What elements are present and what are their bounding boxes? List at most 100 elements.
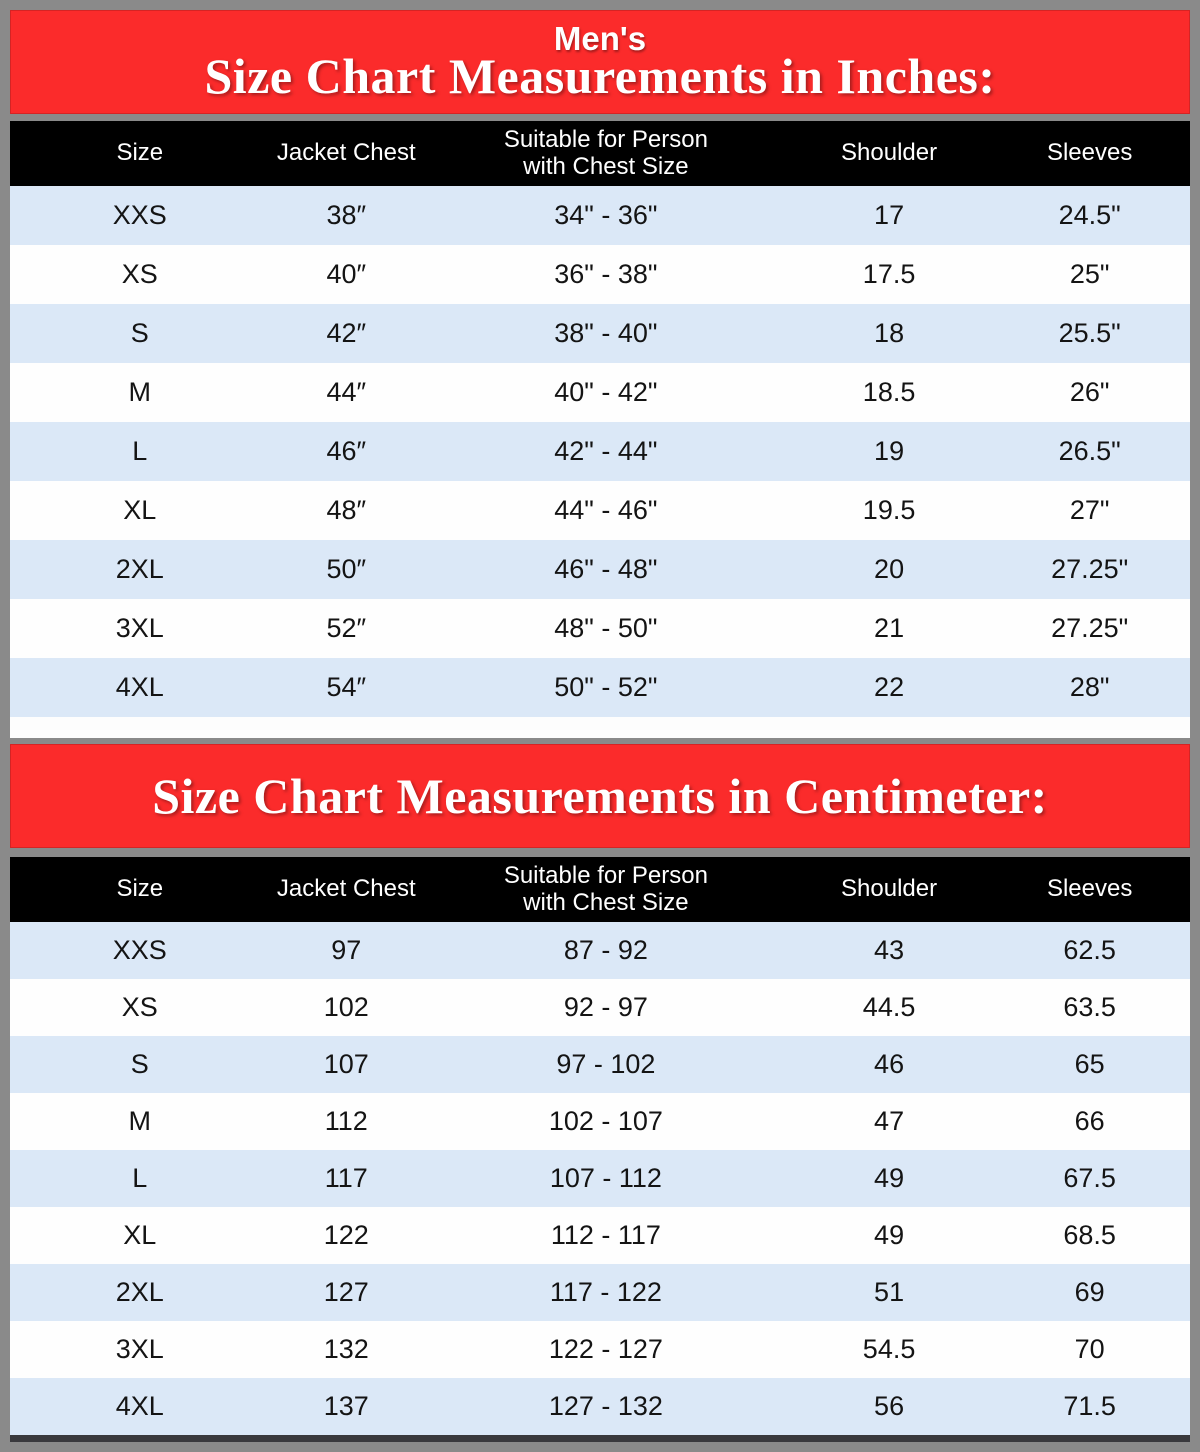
table-row: XS 102 92 - 97 44.5 63.5 — [10, 979, 1190, 1036]
cm-title-banner: Size Chart Measurements in Centimeter: — [10, 744, 1190, 848]
cell-sleeves: 67.5 — [1063, 1163, 1116, 1193]
cell-size: XS — [121, 259, 158, 289]
cell-suitable-chest-range: 50" - 52" — [554, 672, 658, 702]
table-row: XL 48″ 44" - 46" 19.5 27" — [10, 481, 1190, 540]
cell-sleeves: 66 — [1074, 1106, 1105, 1136]
cell-suitable-chest-range: 46" - 48" — [554, 554, 658, 584]
column-header-jacket-chest: Jacket Chest — [276, 139, 416, 167]
cell-sleeves: 27.25" — [1051, 613, 1129, 643]
table-row: L 46″ 42" - 44" 19 26.5" — [10, 422, 1190, 481]
cell-shoulder: 49 — [874, 1220, 905, 1250]
column-header-size: Size — [116, 875, 164, 903]
divider — [10, 114, 1190, 121]
cell-size: 2XL — [115, 554, 164, 584]
cell-size: 4XL — [115, 1391, 164, 1421]
table-row: M 112 102 - 107 47 66 — [10, 1093, 1190, 1150]
column-header-shoulder: Shoulder — [841, 139, 938, 167]
cell-suitable-chest-range: 127 - 132 — [548, 1391, 663, 1421]
cell-jacket-chest: 54″ — [326, 672, 367, 702]
column-header-suitable-line1: Suitable for Person — [503, 125, 708, 153]
centimeter-section: Size Chart Measurements in Centimeter: S… — [10, 744, 1190, 1442]
cell-jacket-chest: 107 — [323, 1049, 369, 1079]
cell-suitable-chest-range: 34" - 36" — [554, 200, 658, 230]
cm-title: Size Chart Measurements in Centimeter: — [152, 767, 1048, 824]
cell-shoulder: 47 — [874, 1106, 905, 1136]
cell-jacket-chest: 48″ — [326, 495, 367, 525]
cell-suitable-chest-range: 40" - 42" — [554, 377, 658, 407]
cell-jacket-chest: 38″ — [326, 200, 367, 230]
cell-suitable-chest-range: 92 - 97 — [563, 992, 648, 1022]
cell-sleeves: 70 — [1074, 1334, 1105, 1364]
cell-suitable-chest-range: 87 - 92 — [563, 935, 648, 965]
table-row: S 42″ 38" - 40" 18 25.5" — [10, 304, 1190, 363]
table-row: 3XL 132 122 - 127 54.5 70 — [10, 1321, 1190, 1378]
cell-jacket-chest: 42″ — [326, 318, 367, 348]
table-row: XL 122 112 - 117 49 68.5 — [10, 1207, 1190, 1264]
inches-table-footer-strip — [10, 717, 1190, 738]
cm-column-header-bar: Size Jacket Chest Suitable for Person wi… — [10, 857, 1190, 922]
cell-shoulder: 22 — [874, 672, 905, 702]
column-header-suitable: Suitable for Person with Chest Size — [423, 861, 789, 917]
cell-suitable-chest-range: 122 - 127 — [548, 1334, 663, 1364]
cell-size: S — [130, 318, 149, 348]
cell-suitable-chest-range: 36" - 38" — [554, 259, 658, 289]
table-row: 2XL 50″ 46" - 48" 20 27.25" — [10, 540, 1190, 599]
cell-jacket-chest: 44″ — [326, 377, 367, 407]
column-header-suitable-line1: Suitable for Person — [503, 861, 708, 889]
cell-sleeves: 26.5" — [1058, 436, 1121, 466]
cell-shoulder: 51 — [874, 1277, 905, 1307]
cell-suitable-chest-range: 38" - 40" — [554, 318, 658, 348]
cell-jacket-chest: 52″ — [326, 613, 367, 643]
cell-size: 2XL — [115, 1277, 164, 1307]
cell-suitable-chest-range: 44" - 46" — [554, 495, 658, 525]
column-header-size: Size — [116, 139, 164, 167]
table-row: XS 40″ 36" - 38" 17.5 25" — [10, 245, 1190, 304]
cell-jacket-chest: 132 — [323, 1334, 369, 1364]
cell-jacket-chest: 127 — [323, 1277, 369, 1307]
cell-sleeves: 27" — [1069, 495, 1110, 525]
cell-shoulder: 18 — [874, 318, 905, 348]
cell-sleeves: 69 — [1074, 1277, 1105, 1307]
cell-size: XXS — [112, 200, 167, 230]
cell-size: XXS — [112, 935, 167, 965]
cell-size: M — [128, 1106, 152, 1136]
cell-suitable-chest-range: 102 - 107 — [548, 1106, 663, 1136]
column-header-suitable-line2: with Chest Size — [523, 888, 689, 916]
cell-shoulder: 19 — [874, 436, 905, 466]
cell-sleeves: 24.5" — [1058, 200, 1121, 230]
table-row: XXS 38″ 34" - 36" 17 24.5" — [10, 186, 1190, 245]
cm-table-body: XXS 97 87 - 92 43 62.5 XS 102 92 - 97 44.5 63.5 S 1… — [10, 922, 1190, 1435]
cell-jacket-chest: 117 — [324, 1163, 368, 1193]
table-row: M 44″ 40" - 42" 18.5 26" — [10, 363, 1190, 422]
cell-suitable-chest-range: 48" - 50" — [554, 613, 658, 643]
cell-shoulder: 17.5 — [862, 259, 916, 289]
inches-title-banner: Men's Size Chart Measurements in Inches: — [10, 10, 1190, 114]
cell-jacket-chest: 112 — [324, 1106, 368, 1136]
cell-shoulder: 56 — [874, 1391, 905, 1421]
cell-shoulder: 20 — [874, 554, 905, 584]
cell-jacket-chest: 137 — [323, 1391, 369, 1421]
cell-size: L — [132, 436, 148, 466]
table-row: S 107 97 - 102 46 65 — [10, 1036, 1190, 1093]
cell-sleeves: 25" — [1069, 259, 1110, 289]
cell-suitable-chest-range: 117 - 122 — [549, 1277, 662, 1307]
cell-suitable-chest-range: 42" - 44" — [554, 436, 658, 466]
column-header-suitable-line2: with Chest Size — [523, 152, 689, 180]
cell-size: L — [132, 1163, 148, 1193]
cell-sleeves: 63.5 — [1063, 992, 1116, 1022]
cell-size: XL — [123, 1220, 157, 1250]
mens-label: Men's — [553, 20, 647, 57]
cell-jacket-chest: 97 — [331, 935, 362, 965]
column-header-jacket-chest: Jacket Chest — [276, 875, 416, 903]
cell-size: 4XL — [115, 672, 164, 702]
inches-column-header-bar: Size Jacket Chest Suitable for Person wi… — [10, 121, 1190, 186]
cell-sleeves: 25.5" — [1058, 318, 1121, 348]
cell-size: 3XL — [115, 1334, 164, 1364]
cell-jacket-chest: 46″ — [326, 436, 367, 466]
cell-shoulder: 21 — [874, 613, 905, 643]
cell-shoulder: 19.5 — [862, 495, 916, 525]
cell-shoulder: 44.5 — [862, 992, 916, 1022]
cell-shoulder: 46 — [874, 1049, 905, 1079]
cell-shoulder: 54.5 — [862, 1334, 916, 1364]
cell-jacket-chest: 102 — [323, 992, 369, 1022]
